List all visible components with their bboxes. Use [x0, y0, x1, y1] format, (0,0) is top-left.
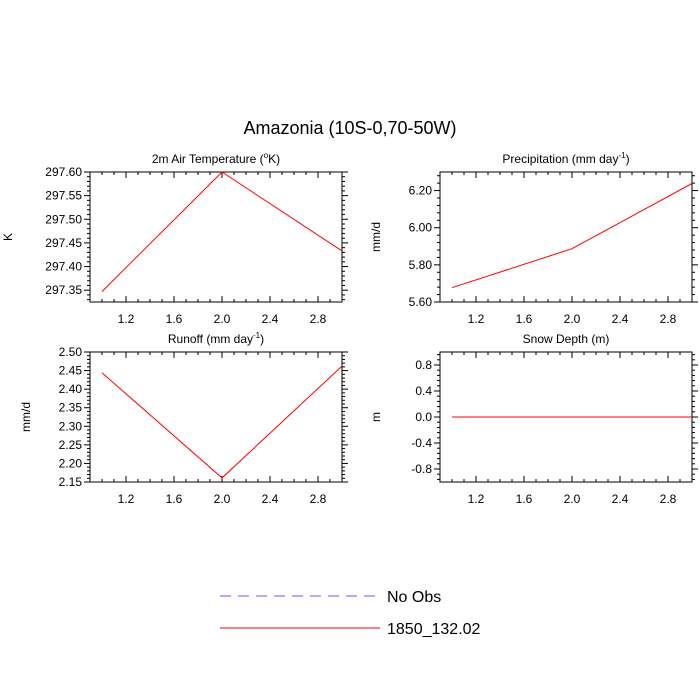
panel-title: 2m Air Temperature (oK)	[152, 151, 280, 166]
x-tick-label: 1.6	[166, 492, 183, 506]
x-tick-label: 1.2	[468, 312, 485, 326]
series-line	[451, 183, 693, 289]
panels: 2m Air Temperature (oK) K 1.2 1.6 2.0 2.4 2.8 2…	[1, 151, 698, 506]
y-tick-label: 0.4	[415, 384, 432, 398]
y-axis-label: K	[1, 233, 15, 241]
y-tick-label: -0.8	[411, 462, 432, 476]
panel-1: 2m Air Temperature (oK) K 1.2 1.6 2.0 2.4 2.8 2…	[1, 151, 348, 326]
y-tick-label: -0.4	[411, 436, 432, 450]
x-tick-label: 2.4	[612, 492, 629, 506]
y-tick-label: 297.40	[45, 260, 82, 274]
x-tick-label: 2.4	[262, 312, 279, 326]
x-tick-label: 2.8	[660, 492, 677, 506]
panel-4: Snow Depth (m) m 1.2 1.6 2.0 2.4 2.8 -0.8 -0.4 0.…	[369, 332, 698, 506]
y-tick-label: 2.35	[59, 401, 83, 415]
legend-label-no-obs: No Obs	[387, 589, 441, 606]
x-tick-label: 2.8	[660, 312, 677, 326]
y-tick-label: 6.00	[409, 221, 433, 235]
series-line	[101, 365, 343, 479]
x-tick-label: 2.8	[310, 492, 327, 506]
y-tick-label: 2.20	[59, 456, 83, 470]
y-tick-label: 297.35	[45, 283, 82, 297]
figure-title: Amazonia (10S-0,70-50W)	[243, 118, 456, 138]
y-tick-label: 297.45	[45, 236, 82, 250]
x-tick-label: 1.6	[516, 492, 533, 506]
y-tick-label: 2.30	[59, 419, 83, 433]
x-tick-label: 2.0	[214, 492, 231, 506]
legend: No Obs 1850_132.02	[220, 589, 481, 638]
y-tick-label: 297.50	[45, 212, 82, 226]
x-tick-label: 1.6	[166, 312, 183, 326]
x-tick-label: 2.4	[612, 312, 629, 326]
x-tick-label: 2.8	[310, 312, 327, 326]
y-axis-label: mm/d	[19, 402, 33, 432]
y-tick-label: 2.50	[59, 345, 83, 359]
plot-frame	[89, 351, 343, 483]
y-axis-label: m	[369, 412, 383, 422]
y-tick-label: 2.15	[59, 475, 83, 489]
y-tick-label: 2.40	[59, 382, 83, 396]
x-tick-label: 1.2	[118, 312, 135, 326]
panel-title: Precipitation (mm day-1)	[502, 151, 629, 166]
plot-frame	[89, 171, 343, 303]
x-tick-label: 2.0	[214, 312, 231, 326]
y-tick-label: 2.25	[59, 438, 83, 452]
legend-label-1850: 1850_132.02	[387, 621, 481, 638]
plot-frame	[439, 171, 693, 303]
x-tick-label: 2.4	[262, 492, 279, 506]
panel-title: Snow Depth (m)	[523, 332, 610, 346]
x-tick-label: 1.2	[118, 492, 135, 506]
x-tick-label: 1.6	[516, 312, 533, 326]
y-tick-label: 6.20	[409, 184, 433, 198]
y-tick-label: 5.80	[409, 258, 433, 272]
x-tick-label: 2.0	[564, 312, 581, 326]
panel-2: Precipitation (mm day-1) mm/d 1.2 1.6 2.0 2.4…	[369, 151, 698, 326]
y-axis-label: mm/d	[369, 222, 383, 252]
y-tick-label: 297.55	[45, 189, 82, 203]
y-tick-label: 297.60	[45, 165, 82, 179]
x-tick-label: 2.0	[564, 492, 581, 506]
panel-3: Runoff (mm day-1) mm/d 1.2 1.6 2.0 2.4 2.8 2.15…	[19, 331, 348, 506]
panel-title: Runoff (mm day-1)	[168, 331, 264, 346]
y-tick-label: 0.0	[415, 410, 432, 424]
series-line	[101, 171, 343, 292]
y-tick-label: 0.8	[415, 358, 432, 372]
x-tick-label: 1.2	[468, 492, 485, 506]
y-tick-label: 5.60	[409, 295, 433, 309]
y-tick-label: 2.45	[59, 364, 83, 378]
